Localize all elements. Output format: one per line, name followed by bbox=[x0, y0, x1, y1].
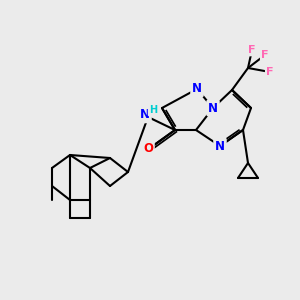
Text: N: N bbox=[140, 109, 150, 122]
Text: F: F bbox=[266, 67, 274, 77]
Text: O: O bbox=[143, 142, 153, 154]
Text: N: N bbox=[215, 140, 225, 152]
Text: F: F bbox=[261, 50, 269, 60]
Text: N: N bbox=[208, 101, 218, 115]
Text: N: N bbox=[192, 82, 202, 95]
Text: H: H bbox=[149, 105, 157, 115]
Text: F: F bbox=[248, 45, 256, 55]
